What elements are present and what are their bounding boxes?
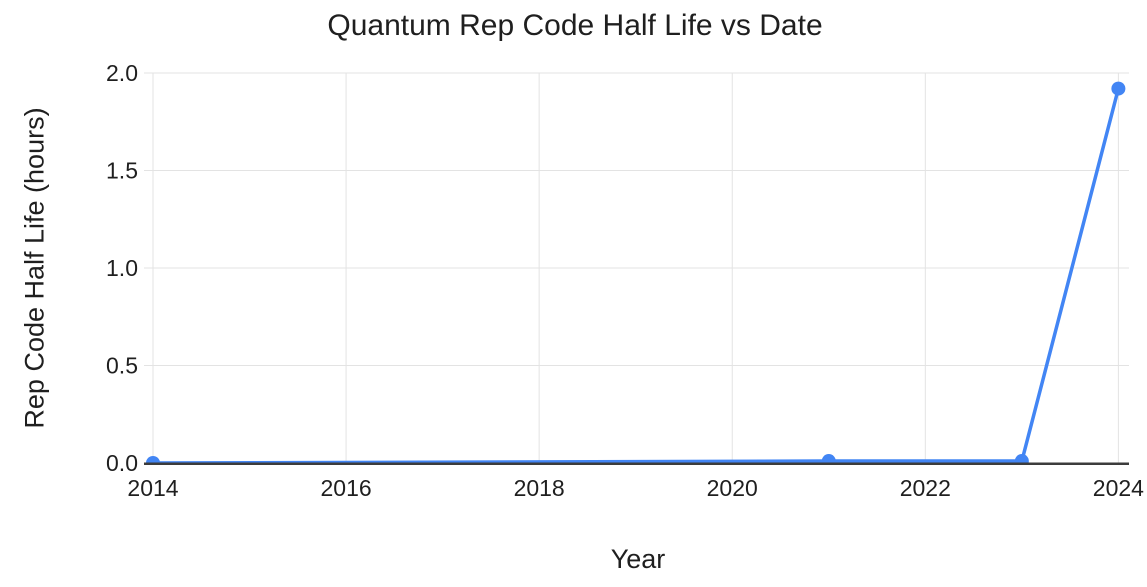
gridlines xyxy=(144,72,1129,463)
x-tick-label: 2016 xyxy=(320,475,371,501)
x-tick-label: 2014 xyxy=(127,475,178,501)
x-tick-label: 2024 xyxy=(1093,475,1144,501)
x-tick-label: 2020 xyxy=(707,475,758,501)
x-tick-label: 2022 xyxy=(900,475,951,501)
data-point xyxy=(821,454,836,463)
series-line xyxy=(151,86,1121,463)
y-tick-label: 0.0 xyxy=(106,450,138,476)
data-point xyxy=(1014,454,1029,463)
y-tick-label: 1.5 xyxy=(106,158,138,184)
y-tick-label: 2.0 xyxy=(106,60,138,86)
chart-title: Quantum Rep Code Half Life vs Date xyxy=(327,9,823,42)
y-tick-label: 1.0 xyxy=(106,255,138,281)
x-tick-labels: 2014 2016 2018 2020 2022 2024 xyxy=(127,475,1144,501)
data-point xyxy=(146,456,160,463)
data-point xyxy=(1111,81,1126,96)
y-axis-title: Rep Code Half Life (hours) xyxy=(19,107,50,429)
x-tick-label: 2018 xyxy=(514,475,565,501)
y-tick-labels: 0.0 0.5 1.0 1.5 2.0 xyxy=(106,60,138,476)
y-tick-label: 0.5 xyxy=(106,353,138,379)
series-rep-code-half-life xyxy=(146,81,1126,463)
x-axis-title: Year xyxy=(610,544,666,574)
